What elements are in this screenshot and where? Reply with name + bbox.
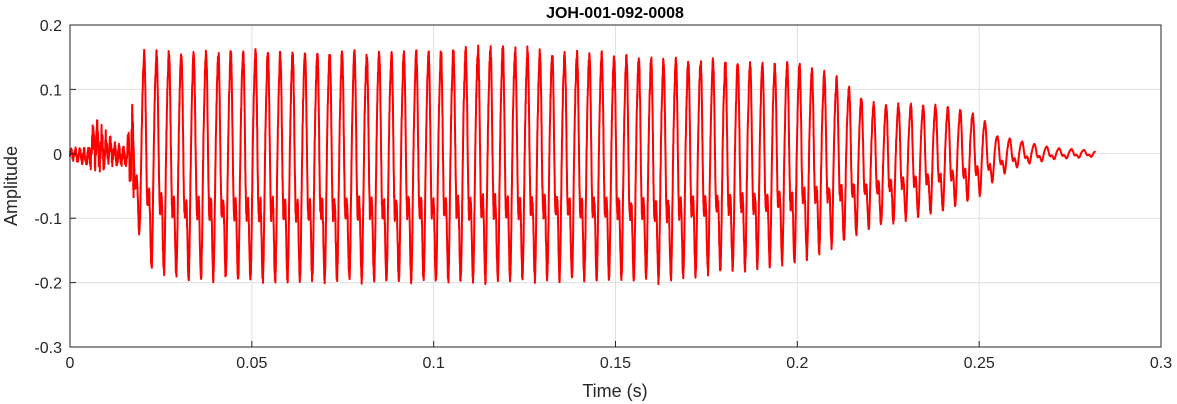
plot-content	[69, 44, 1097, 286]
x-tick-label: 0.2	[786, 355, 808, 372]
x-tick-label: 0	[66, 355, 75, 372]
y-tick-label: -0.2	[34, 276, 62, 293]
y-axis-label: Amplitude	[1, 146, 21, 226]
amplitude-series-line	[69, 44, 1097, 286]
y-tick-label: 0.2	[40, 18, 62, 35]
x-tick-label: 0.3	[1150, 355, 1172, 372]
x-tick-label: 0.25	[964, 355, 995, 372]
x-tick-label: 0.05	[236, 355, 267, 372]
y-tick-label: 0	[53, 147, 62, 164]
y-tick-label: -0.3	[34, 340, 62, 357]
x-tick-label: 0.1	[423, 355, 445, 372]
chart-title: JOH-001-092-0008	[546, 5, 684, 22]
axis-ticks: 0 0.05 0.1 0.15 0.2 0.25 0.3 0.2 0.1 0 -0.1 -0.2 -0.…	[34, 18, 1172, 372]
y-tick-label: -0.1	[34, 211, 62, 228]
y-tick-label: 0.1	[40, 82, 62, 99]
x-axis-label: Time (s)	[582, 381, 647, 401]
x-tick-label: 0.15	[600, 355, 631, 372]
